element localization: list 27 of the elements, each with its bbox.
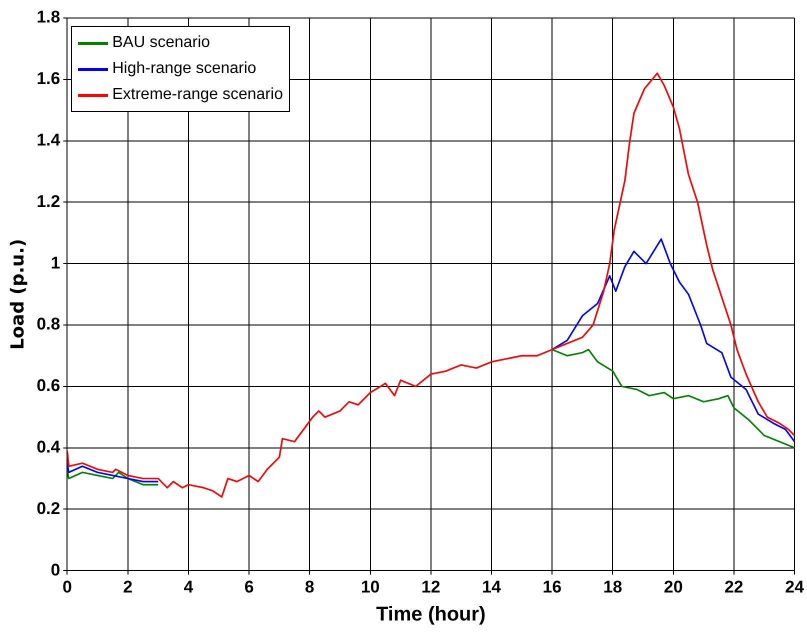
x-tick-label: 14	[482, 577, 502, 596]
y-axis-title: Load (p.u.)	[7, 238, 28, 350]
x-tick-label: 10	[360, 577, 380, 596]
y-tick-label: 0	[50, 560, 60, 580]
legend-label: Extreme-range scenario	[112, 86, 283, 104]
y-tick-label: 1.6	[36, 69, 60, 88]
x-tick-label: 6	[244, 577, 254, 596]
x-tick-label: 12	[421, 577, 440, 596]
legend-label: BAU scenario	[112, 34, 210, 52]
x-axis-title: Time (hour)	[376, 604, 486, 626]
x-tick-label: 16	[542, 577, 562, 596]
y-tick-label: 1.2	[36, 192, 60, 211]
y-tick-label: 0.2	[36, 498, 60, 518]
x-tick-label: 18	[603, 577, 622, 596]
x-tick-label: 22	[724, 577, 744, 596]
x-tick-label: 8	[304, 577, 314, 596]
y-tick-label: 1.4	[36, 130, 61, 150]
x-tick-label: 2	[123, 577, 133, 596]
x-tick-label: 24	[785, 577, 805, 596]
y-tick-label: 1.8	[36, 8, 60, 27]
y-tick-label: 0.8	[36, 314, 60, 334]
y-tick-label: 1	[50, 253, 60, 272]
y-tick-label: 0.6	[36, 376, 60, 396]
x-tick-label: 4	[184, 577, 194, 596]
legend-label: High-range scenario	[112, 60, 256, 78]
x-tick-label: 20	[664, 577, 683, 596]
y-tick-label: 0.4	[36, 437, 61, 456]
